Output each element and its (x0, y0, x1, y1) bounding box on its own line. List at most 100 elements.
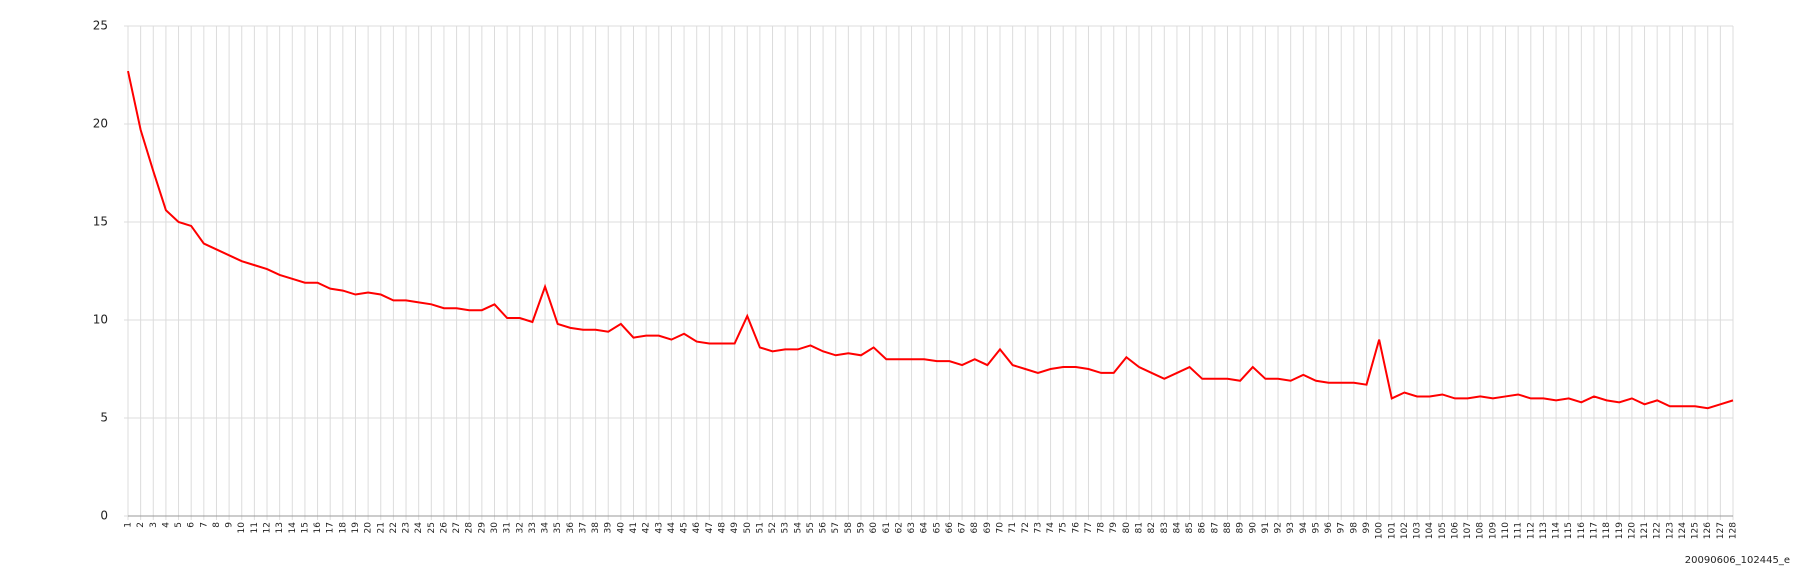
x-tick-label: 107 (1463, 522, 1473, 539)
x-tick-label: 16 (313, 522, 323, 534)
x-tick-label: 44 (667, 522, 677, 534)
x-tick-label: 53 (781, 522, 791, 533)
x-tick-label: 29 (477, 522, 487, 534)
y-tick-label: 10 (93, 313, 108, 327)
x-tick-label: 98 (1349, 522, 1359, 534)
x-tick-label: 97 (1337, 522, 1347, 533)
x-tick-label: 94 (1299, 522, 1309, 534)
x-tick-label: 22 (389, 522, 399, 533)
x-tick-label: 37 (578, 522, 588, 533)
x-tick-label: 109 (1488, 522, 1498, 539)
x-tick-label: 81 (1135, 522, 1145, 533)
x-tick-label: 80 (1122, 522, 1132, 534)
x-tick-label: 10 (237, 522, 247, 534)
x-tick-label: 21 (376, 522, 386, 533)
x-tick-label: 86 (1198, 522, 1208, 534)
x-tick-label: 82 (1147, 522, 1157, 533)
x-tick-label: 60 (869, 522, 879, 534)
x-tick-label: 87 (1210, 522, 1220, 533)
x-tick-label: 92 (1274, 522, 1284, 533)
x-tick-label: 88 (1223, 522, 1233, 534)
x-tick-label: 35 (553, 522, 563, 533)
x-tick-label: 93 (1286, 522, 1296, 533)
x-tick-label: 96 (1324, 522, 1334, 534)
x-tick-label: 28 (465, 522, 475, 534)
x-tick-label: 42 (642, 522, 652, 533)
x-tick-label: 101 (1387, 522, 1397, 539)
x-tick-label: 77 (1084, 522, 1094, 533)
y-tick-label: 15 (93, 215, 108, 229)
x-tick-label: 23 (402, 522, 412, 533)
x-tick-label: 111 (1514, 522, 1524, 539)
x-tick-label: 6 (187, 522, 197, 528)
x-tick-label: 58 (844, 522, 854, 534)
x-tick-label: 124 (1678, 522, 1688, 539)
x-tick-label: 66 (945, 522, 955, 534)
x-tick-label: 68 (970, 522, 980, 534)
x-tick-label: 110 (1501, 522, 1511, 539)
x-tick-label: 13 (275, 522, 285, 533)
x-tick-label: 79 (1109, 522, 1119, 534)
y-tick-label: 0 (100, 509, 108, 523)
x-tick-label: 69 (983, 522, 993, 534)
x-tick-label: 114 (1552, 522, 1562, 539)
x-tick-label: 84 (1172, 522, 1182, 534)
x-tick-label: 41 (629, 522, 639, 533)
x-tick-label: 40 (616, 522, 626, 534)
x-tick-label: 2 (136, 522, 146, 528)
x-tick-label: 108 (1476, 522, 1486, 539)
x-tick-label: 67 (958, 522, 968, 533)
x-tick-label: 20 (364, 522, 374, 534)
x-tick-label: 55 (806, 522, 816, 533)
x-tick-label: 27 (452, 522, 462, 533)
x-tick-label: 11 (250, 522, 260, 533)
x-tick-label: 9 (225, 522, 235, 528)
x-tick-label: 128 (1729, 522, 1739, 539)
x-tick-label: 119 (1615, 522, 1625, 539)
x-tick-label: 64 (920, 522, 930, 534)
x-tick-label: 45 (680, 522, 690, 533)
x-tick-label: 120 (1627, 522, 1637, 539)
footer: 20090606_102445_e (1685, 555, 1790, 566)
x-tick-label: 34 (541, 522, 551, 534)
x-tick-label: 112 (1526, 522, 1536, 539)
x-tick-label: 72 (1021, 522, 1031, 533)
x-tick-label: 95 (1311, 522, 1321, 533)
x-tick-label: 91 (1261, 522, 1271, 533)
x-tick-label: 32 (515, 522, 525, 533)
x-tick-label: 106 (1450, 522, 1460, 539)
x-tick-label: 14 (288, 522, 298, 534)
x-tick-label: 89 (1236, 522, 1246, 534)
x-tick-label: 49 (730, 522, 740, 534)
x-tick-label: 121 (1640, 522, 1650, 539)
x-tick-label: 102 (1400, 522, 1410, 539)
x-tick-label: 62 (894, 522, 904, 533)
x-tick-label: 116 (1577, 522, 1587, 539)
x-tick-label: 103 (1413, 522, 1423, 539)
x-tick-label: 83 (1160, 522, 1170, 533)
x-tick-label: 50 (743, 522, 753, 534)
x-tick-label: 99 (1362, 522, 1372, 534)
x-tick-label: 26 (439, 522, 449, 534)
x-tick-label: 33 (528, 522, 538, 533)
y-tick-label: 20 (93, 117, 108, 131)
x-tick-label: 59 (856, 522, 866, 534)
x-tick-label: 51 (755, 522, 765, 533)
x-tick-label: 36 (566, 522, 576, 534)
y-tick-label: 25 (93, 19, 108, 33)
x-tick-label: 105 (1438, 522, 1448, 539)
x-tick-label: 123 (1665, 522, 1675, 539)
x-tick-label: 19 (351, 522, 361, 534)
x-tick-label: 38 (591, 522, 601, 534)
x-tick-label: 30 (490, 522, 500, 534)
x-tick-label: 73 (1033, 522, 1043, 533)
x-tick-label: 122 (1653, 522, 1663, 539)
x-tick-label: 47 (705, 522, 715, 533)
x-tick-label: 8 (212, 522, 222, 528)
x-tick-label: 25 (427, 522, 437, 533)
x-tick-label: 52 (768, 522, 778, 533)
x-tick-label: 117 (1589, 522, 1599, 539)
x-tick-label: 31 (503, 522, 513, 533)
